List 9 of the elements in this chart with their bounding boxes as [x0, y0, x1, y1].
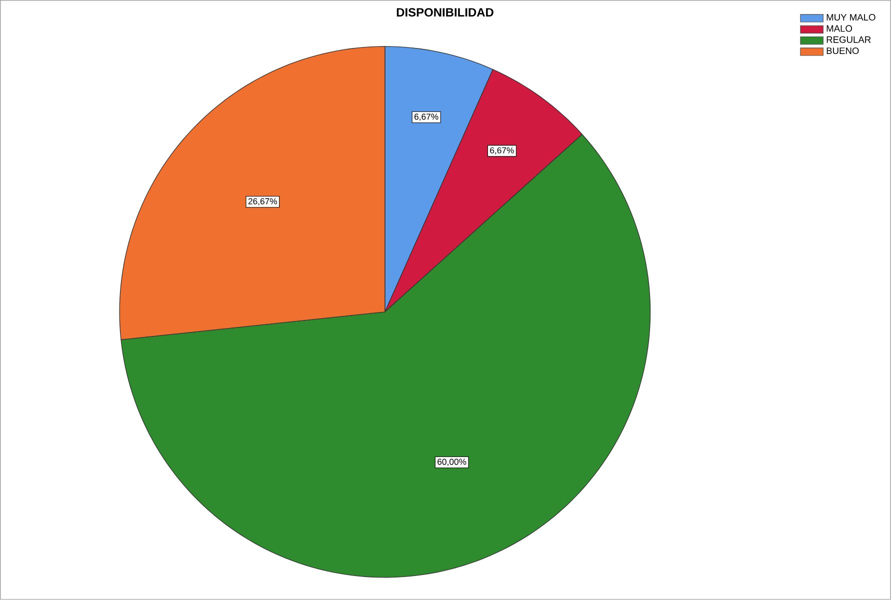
data-label: 6,67% — [490, 147, 514, 155]
chart-title: DISPONIBILIDAD — [396, 8, 494, 17]
legend-label: REGULAR — [826, 36, 871, 43]
legend-label: BUENO — [826, 48, 859, 54]
legend-label: MUY MALO — [826, 14, 876, 21]
data-label: 60,00% — [438, 458, 466, 466]
data-label: 6,67% — [414, 114, 438, 121]
data-label: 26,67% — [248, 198, 277, 206]
legend-label: MALO — [826, 25, 852, 32]
